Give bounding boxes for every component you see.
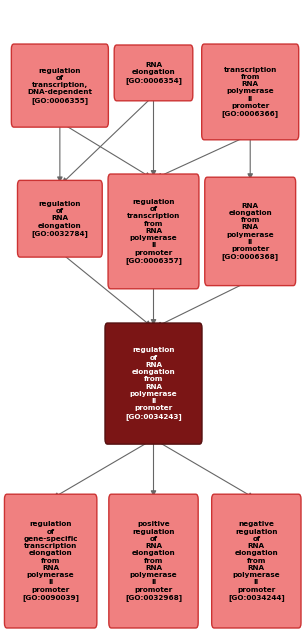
FancyBboxPatch shape	[11, 44, 108, 127]
Text: positive
regulation
of
RNA
elongation
from
RNA
polymerase
II
promoter
[GO:003296: positive regulation of RNA elongation fr…	[125, 521, 182, 601]
FancyBboxPatch shape	[17, 180, 102, 257]
Text: regulation
of
gene-specific
transcription
elongation
from
RNA
polymerase
II
prom: regulation of gene-specific transcriptio…	[22, 521, 79, 601]
FancyBboxPatch shape	[202, 44, 299, 140]
Text: regulation
of
RNA
elongation
from
RNA
polymerase
II
promoter
[GO:0034243]: regulation of RNA elongation from RNA po…	[125, 347, 182, 420]
Text: negative
regulation
of
RNA
elongation
from
RNA
polymerase
II
promoter
[GO:003424: negative regulation of RNA elongation fr…	[228, 521, 285, 601]
Text: RNA
elongation
from
RNA
polymerase
II
promoter
[GO:0006368]: RNA elongation from RNA polymerase II pr…	[222, 203, 279, 260]
Text: regulation
of
transcription,
DNA-dependent
[GO:0006355]: regulation of transcription, DNA-depende…	[27, 68, 92, 103]
Text: regulation
of
transcription
from
RNA
polymerase
II
promoter
[GO:0006357]: regulation of transcription from RNA pol…	[125, 199, 182, 264]
FancyBboxPatch shape	[105, 323, 202, 444]
FancyBboxPatch shape	[205, 178, 296, 285]
FancyBboxPatch shape	[114, 45, 193, 101]
Text: regulation
of
RNA
elongation
[GO:0032784]: regulation of RNA elongation [GO:0032784…	[31, 201, 88, 236]
Text: RNA
elongation
[GO:0006354]: RNA elongation [GO:0006354]	[125, 62, 182, 84]
FancyBboxPatch shape	[5, 495, 97, 628]
FancyBboxPatch shape	[212, 495, 301, 628]
FancyBboxPatch shape	[108, 174, 199, 289]
FancyBboxPatch shape	[109, 495, 198, 628]
Text: transcription
from
RNA
polymerase
II
promoter
[GO:0006366]: transcription from RNA polymerase II pro…	[222, 67, 279, 117]
